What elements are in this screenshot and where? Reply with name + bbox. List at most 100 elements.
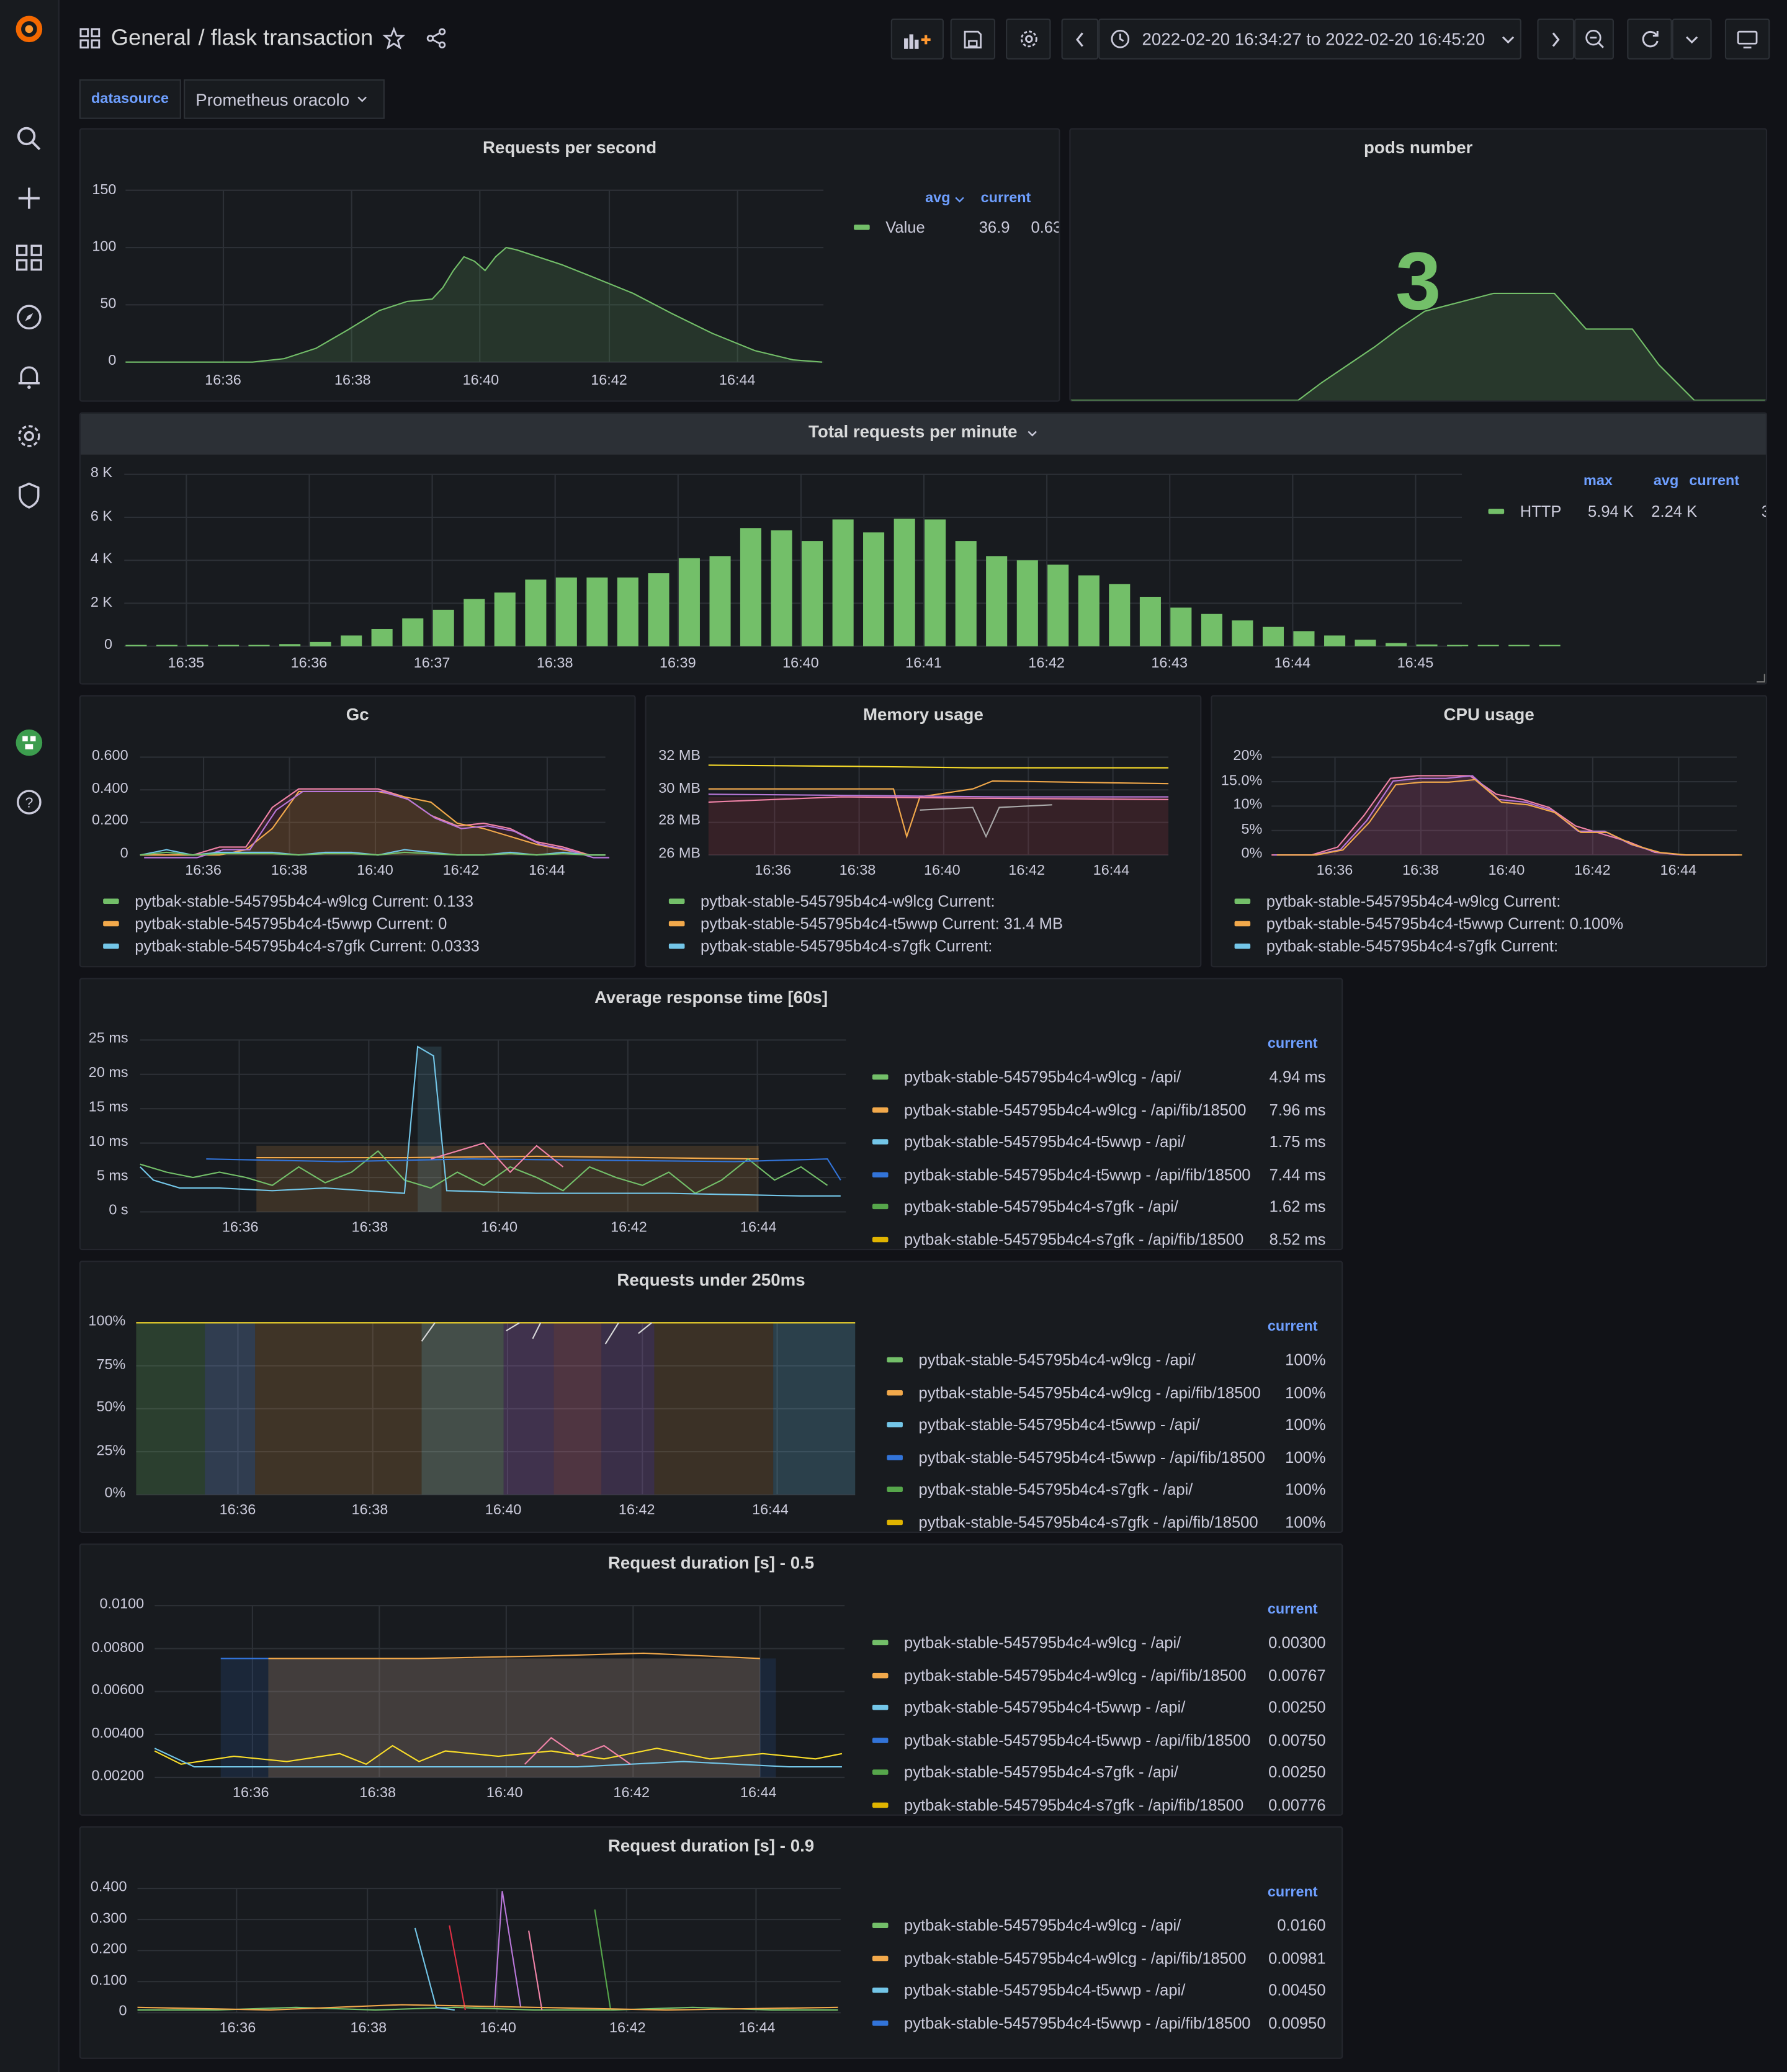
series-area	[654, 1323, 774, 1495]
user-avatar[interactable]	[13, 727, 45, 759]
legend-col-avg[interactable]: avg	[1653, 473, 1679, 489]
y-tick: 0.0100	[99, 1596, 145, 1612]
legend-item[interactable]: pytbak-stable-545795b4c4-s7gfk Current:	[1234, 937, 1558, 955]
panel-cpu-usage[interactable]: CPU usage 20% 15.0% 10% 5% 0% 16:36 16:38 16:4…	[1211, 695, 1768, 968]
legend-item[interactable]: pytbak-stable-545795b4c4-t5wwp - /api/fi…	[887, 1447, 1326, 1467]
dashboards-icon[interactable]	[13, 242, 45, 274]
legend-name: pytbak-stable-545795b4c4-w9lcg - /api/	[918, 1351, 1196, 1369]
panel-memory-usage[interactable]: Memory usage 32 MB 30 MB 28 MB 26 MB 16:36 1…	[645, 695, 1202, 968]
legend-item[interactable]: pytbak-stable-545795b4c4-w9lcg - /api/10…	[887, 1351, 1326, 1369]
breadcrumb-folder[interactable]: General	[110, 25, 191, 50]
bar-http	[1355, 640, 1376, 646]
legend-item[interactable]: pytbak-stable-545795b4c4-t5wwp - /api/fi…	[872, 1165, 1326, 1184]
legend-item[interactable]: pytbak-stable-545795b4c4-s7gfk - /api/10…	[887, 1480, 1326, 1499]
legend-item[interactable]: pytbak-stable-545795b4c4-s7gfk - /api/1.…	[872, 1197, 1326, 1216]
legend-item[interactable]: pytbak-stable-545795b4c4-s7gfk - /api/0.…	[872, 1763, 1326, 1782]
dashboard-grid-icon	[79, 28, 101, 56]
legend-item[interactable]: pytbak-stable-545795b4c4-t5wwp - /api/fi…	[872, 1730, 1326, 1749]
shield-icon[interactable]	[13, 480, 45, 511]
legend-item[interactable]: pytbak-stable-545795b4c4-w9lcg Current: …	[103, 892, 473, 911]
y-tick: 0%	[1241, 846, 1263, 862]
legend-swatch	[103, 921, 119, 927]
legend-item[interactable]: pytbak-stable-545795b4c4-t5wwp - /api/10…	[887, 1415, 1326, 1434]
plus-icon[interactable]	[13, 182, 45, 214]
gear-icon[interactable]	[13, 420, 45, 452]
legend-item[interactable]: pytbak-stable-545795b4c4-t5wwp Current: …	[1234, 914, 1623, 933]
save-dashboard-button[interactable]	[950, 18, 996, 60]
legend-current: 100%	[1285, 1447, 1326, 1467]
explore-compass-icon[interactable]	[13, 301, 45, 333]
legend-item[interactable]: pytbak-stable-545795b4c4-w9lcg - /api/fi…	[872, 1100, 1326, 1119]
legend-item[interactable]: pytbak-stable-545795b4c4-t5wwp Current: …	[103, 914, 447, 933]
panel-title[interactable]: Total requests per minute	[81, 422, 1766, 441]
share-icon[interactable]	[426, 28, 447, 56]
series-area	[553, 1323, 602, 1495]
legend-col-current[interactable]: current	[1267, 1036, 1318, 1052]
legend-item[interactable]: pytbak-stable-545795b4c4-s7gfk - /api/fi…	[887, 1512, 1326, 1531]
legend-col-avg[interactable]: avg	[925, 190, 951, 207]
legend-item[interactable]: pytbak-stable-545795b4c4-w9lcg - /api/fi…	[872, 1949, 1326, 1967]
legend-col-current[interactable]: current	[980, 190, 1031, 207]
datasource-variable-select[interactable]: Prometheus oracolo	[184, 79, 385, 119]
panel-requests-under-250ms[interactable]: Requests under 250ms 100% 75% 50% 25% 0% 16:…	[79, 1261, 1343, 1534]
tv-mode-button[interactable]	[1724, 18, 1770, 60]
legend-item[interactable]: pytbak-stable-545795b4c4-w9lcg Current:	[1234, 892, 1561, 911]
zoom-out-button[interactable]	[1574, 18, 1614, 60]
legend-item[interactable]: pytbak-stable-545795b4c4-t5wwp Current: …	[668, 914, 1063, 933]
legend-item[interactable]: pytbak-stable-545795b4c4-w9lcg - /api/4.…	[872, 1068, 1326, 1086]
help-icon[interactable]: ?	[13, 786, 45, 818]
legend-col-current[interactable]: current	[1267, 1318, 1318, 1335]
search-icon[interactable]	[13, 123, 45, 154]
alerting-bell-icon[interactable]	[13, 361, 45, 393]
request-duration-05-chart	[154, 1605, 845, 1779]
legend-item[interactable]: pytbak-stable-545795b4c4-w9lcg - /api/fi…	[872, 1666, 1326, 1684]
add-panel-button[interactable]	[890, 18, 944, 60]
legend-item[interactable]: pytbak-stable-545795b4c4-t5wwp - /api/0.…	[872, 1981, 1326, 1999]
time-shift-back-button[interactable]	[1061, 18, 1099, 60]
panel-title: Request duration [s] - 0.5	[607, 1552, 815, 1573]
legend-item[interactable]: pytbak-stable-545795b4c4-t5wwp - /api/fi…	[872, 2013, 1326, 2032]
panel-total-requests-per-minute[interactable]: Total requests per minute 8 K 6 K 4 K 2 …	[79, 412, 1768, 685]
panel-requests-per-second[interactable]: Requests per second 150 100 50 0 16:36 1…	[79, 128, 1060, 402]
legend-name: pytbak-stable-545795b4c4-t5wwp - /api/	[904, 1698, 1186, 1717]
bar-http	[1262, 627, 1284, 646]
panel-gc[interactable]: Gc 0.600 0.400 0.200 0 16:36 16:38 16:40 16:42…	[79, 695, 636, 968]
legend-item[interactable]: pytbak-stable-545795b4c4-w9lcg Current:	[668, 892, 995, 911]
time-shift-forward-button[interactable]	[1537, 18, 1575, 60]
refresh-button[interactable]	[1627, 18, 1672, 60]
bar-http	[218, 645, 240, 646]
legend-item[interactable]: pytbak-stable-545795b4c4-s7gfk - /api/fi…	[872, 1795, 1326, 1814]
legend-item[interactable]: pytbak-stable-545795b4c4-s7gfk Current: …	[103, 937, 480, 955]
dashboard-settings-button[interactable]	[1006, 18, 1051, 60]
resize-handle-icon[interactable]	[1757, 674, 1765, 683]
legend-col-current[interactable]: current	[1267, 1601, 1318, 1618]
legend-item[interactable]: pytbak-stable-545795b4c4-s7gfk - /api/fi…	[872, 1230, 1326, 1248]
legend-item[interactable]: pytbak-stable-545795b4c4-s7gfk Current:	[668, 937, 992, 955]
panel-pods-number[interactable]: pods number 3	[1069, 128, 1768, 402]
bar-http	[771, 530, 792, 646]
legend-item[interactable]: pytbak-stable-545795b4c4-t5wwp - /api/0.…	[872, 1698, 1326, 1717]
grafana-logo-icon[interactable]	[13, 13, 45, 45]
bar-http	[341, 635, 362, 646]
dashboard-title[interactable]: / flask transaction	[198, 25, 374, 50]
legend-col-max[interactable]: max	[1583, 473, 1613, 489]
panel-request-duration-05[interactable]: Request duration [s] - 0.5 0.0100 0.00800…	[79, 1543, 1343, 1816]
legend-item[interactable]: pytbak-stable-545795b4c4-t5wwp - /api/1.…	[872, 1133, 1326, 1151]
time-range-picker[interactable]: 2022-02-20 16:34:27 to 2022-02-20 16:45:…	[1098, 18, 1521, 60]
panel-request-duration-09[interactable]: Request duration [s] - 0.9 0.400 0.300 0.2…	[79, 1826, 1343, 2059]
legend-name: pytbak-stable-545795b4c4-w9lcg - /api/fi…	[918, 1383, 1261, 1402]
legend-col-current[interactable]: current	[1689, 473, 1740, 489]
star-icon[interactable]	[382, 27, 406, 56]
panel-average-response-time[interactable]: Average response time [60s] 25 ms 20 ms 15…	[79, 978, 1343, 1251]
series-line	[140, 851, 606, 856]
bar-http	[740, 528, 761, 646]
legend-col-current[interactable]: current	[1267, 1884, 1318, 1901]
legend-swatch	[887, 1486, 903, 1492]
refresh-interval-dropdown[interactable]	[1672, 18, 1712, 60]
legend-item[interactable]: pytbak-stable-545795b4c4-w9lcg - /api/fi…	[887, 1383, 1326, 1402]
legend-item-http[interactable]: HTTP 5.94 K 2.24 K 38	[1488, 502, 1766, 520]
x-tick: 16:38	[536, 655, 573, 672]
legend-item[interactable]: pytbak-stable-545795b4c4-w9lcg - /api/0.…	[872, 1916, 1326, 1935]
legend-item-value[interactable]: Value 36.9 0.633	[854, 218, 1059, 236]
legend-item[interactable]: pytbak-stable-545795b4c4-w9lcg - /api/0.…	[872, 1633, 1326, 1652]
